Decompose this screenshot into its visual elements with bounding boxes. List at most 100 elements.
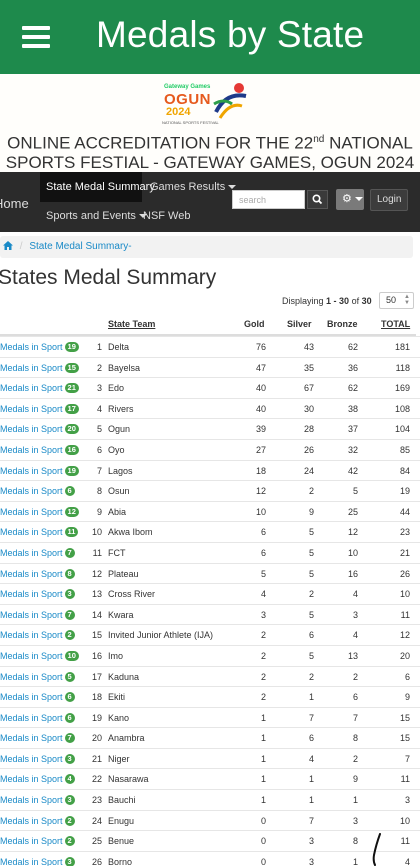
medals-in-sport-link[interactable]: Medals in Sport 6 — [0, 486, 75, 497]
medals-in-sport-link[interactable]: Medals in Sport 2 — [0, 630, 75, 641]
gold-cell: 40 — [255, 403, 266, 414]
table-row: Medals in Sport 3 13 Cross River 4 2 4 10 — [0, 583, 420, 604]
medals-in-sport-link[interactable]: Medals in Sport 7 — [0, 609, 75, 620]
bronze-cell: 4 — [352, 630, 358, 641]
nav-state-medal-summary[interactable]: State Medal Summary — [40, 172, 155, 202]
state-team-cell: Nasarawa — [108, 774, 149, 785]
nav-games-results[interactable]: Games Results — [150, 181, 237, 193]
medals-in-sport-link[interactable]: Medals in Sport 11 — [0, 527, 79, 538]
table-row: Medals in Sport 4 22 Nasarawa 1 1 9 11 — [0, 768, 420, 789]
sport-count-badge: 2 — [64, 815, 75, 826]
state-team-cell: Rivers — [108, 403, 134, 414]
sport-count-badge: 2 — [64, 630, 75, 641]
medals-in-sport-link[interactable]: Medals in Sport 16 — [0, 444, 79, 455]
total-cell: 85 — [399, 444, 410, 455]
state-team-cell: Osun — [108, 486, 130, 497]
state-team-cell: Bayelsa — [108, 362, 141, 373]
header-silver: Silver — [287, 319, 312, 329]
sport-count-badge: 16 — [64, 444, 79, 455]
medals-in-sport-link[interactable]: Medals in Sport 19 — [0, 342, 79, 352]
silver-cell: 9 — [308, 506, 314, 517]
total-cell: 169 — [394, 383, 410, 394]
sport-count-badge: 3 — [64, 753, 75, 764]
rank-cell: 4 — [96, 403, 102, 414]
medals-in-sport-link[interactable]: Medals in Sport 6 — [0, 712, 75, 723]
nav-sports-and-events[interactable]: Sports and Events — [46, 210, 147, 222]
silver-cell: 28 — [303, 424, 314, 435]
silver-cell: 5 — [308, 650, 314, 661]
medals-in-sport-link[interactable]: Medals in Sport 2 — [0, 836, 75, 847]
state-team-cell: Invited Junior Athlete (IJA) — [108, 630, 214, 641]
table-row: Medals in Sport 2 24 Enugu 0 7 3 10 — [0, 809, 420, 831]
gold-cell: 40 — [255, 383, 266, 394]
gold-cell: 39 — [255, 424, 266, 435]
medals-in-sport-link[interactable]: Medals in Sport 7 — [0, 733, 75, 744]
table-row: Medals in Sport 3 21 Niger 1 4 2 7 — [0, 747, 420, 769]
total-cell: 10 — [399, 815, 410, 826]
medals-in-sport-link[interactable]: Medals in Sport 21 — [0, 383, 79, 394]
sport-count-badge: 12 — [64, 506, 79, 517]
table-row: Medals in Sport 7 11 FCT 6 5 10 21 — [0, 541, 420, 563]
medals-in-sport-link[interactable]: Medals in Sport 3 — [0, 753, 75, 764]
rank-cell: 2 — [96, 362, 102, 373]
medals-in-sport-link[interactable]: Medals in Sport 15 — [0, 362, 79, 373]
medals-in-sport-link[interactable]: Medals in Sport 5 — [0, 671, 75, 682]
rank-cell: 1 — [96, 342, 102, 352]
medals-in-sport-link[interactable]: Medals in Sport 6 — [0, 692, 75, 703]
bronze-cell: 38 — [347, 403, 358, 414]
rank-cell: 24 — [91, 815, 102, 826]
silver-cell: 26 — [303, 444, 314, 455]
total-cell: 12 — [399, 630, 410, 641]
sport-count-badge: 7 — [64, 733, 75, 744]
search-input[interactable]: search — [232, 190, 305, 209]
total-cell: 4 — [404, 856, 410, 866]
state-team-cell: Anambra — [108, 733, 145, 744]
silver-cell: 5 — [308, 568, 314, 579]
breadcrumb-item[interactable]: State Medal Summary — [29, 241, 129, 252]
total-cell: 20 — [399, 650, 410, 661]
bronze-cell: 42 — [347, 465, 358, 476]
total-cell: 104 — [394, 424, 410, 435]
medals-in-sport-link[interactable]: Medals in Sport 20 — [0, 424, 79, 435]
sport-count-badge: 7 — [64, 547, 75, 558]
header-state-team[interactable]: State Team — [108, 319, 156, 329]
per-page-select[interactable]: 50 ▲ ▼ — [379, 292, 414, 309]
gold-cell: 18 — [255, 465, 266, 476]
medals-in-sport-link[interactable]: Medals in Sport 4 — [0, 774, 75, 785]
home-icon[interactable] — [3, 241, 13, 250]
gold-cell: 4 — [260, 589, 266, 600]
gold-cell: 3 — [260, 609, 266, 620]
sport-count-badge: 15 — [64, 362, 79, 373]
medals-in-sport-link[interactable]: Medals in Sport 8 — [0, 568, 75, 579]
table-row: Medals in Sport 15 2 Bayelsa 47 35 36 118 — [0, 356, 420, 378]
total-cell: 84 — [399, 465, 410, 476]
menu-icon[interactable] — [22, 26, 50, 48]
medals-in-sport-link[interactable]: Medals in Sport 10 — [0, 650, 79, 661]
nav-nsf-web[interactable]: NSF Web — [143, 210, 191, 222]
total-cell: 21 — [399, 547, 410, 558]
sport-count-badge: 6 — [64, 692, 75, 703]
sport-count-badge: 8 — [64, 568, 75, 579]
search-button[interactable] — [307, 190, 328, 209]
medals-in-sport-link[interactable]: Medals in Sport 17 — [0, 403, 79, 414]
bronze-cell: 1 — [352, 795, 358, 806]
bronze-cell: 8 — [352, 733, 358, 744]
table-row: Medals in Sport 12 9 Abia 10 9 25 44 — [0, 500, 420, 522]
medals-in-sport-link[interactable]: Medals in Sport 2 — [0, 815, 75, 826]
medals-in-sport-link[interactable]: Medals in Sport 3 — [0, 856, 75, 866]
breadcrumb-trail: - — [128, 241, 132, 252]
login-button[interactable]: Login — [370, 189, 408, 211]
medals-in-sport-link[interactable]: Medals in Sport 3 — [0, 795, 75, 806]
state-team-cell: Oyo — [108, 444, 125, 455]
medals-in-sport-link[interactable]: Medals in Sport 7 — [0, 547, 75, 558]
nav-home-link[interactable]: Home — [0, 196, 29, 211]
medals-in-sport-link[interactable]: Medals in Sport 3 — [0, 589, 75, 600]
header-total[interactable]: TOTAL — [381, 319, 411, 329]
gold-cell: 0 — [260, 856, 266, 866]
rank-cell: 5 — [96, 424, 102, 435]
settings-button[interactable]: ⚙ — [336, 189, 364, 210]
total-cell: 26 — [399, 568, 410, 579]
medals-in-sport-link[interactable]: Medals in Sport 19 — [0, 465, 79, 476]
state-team-cell: Cross River — [108, 589, 156, 600]
medals-in-sport-link[interactable]: Medals in Sport 12 — [0, 506, 79, 517]
